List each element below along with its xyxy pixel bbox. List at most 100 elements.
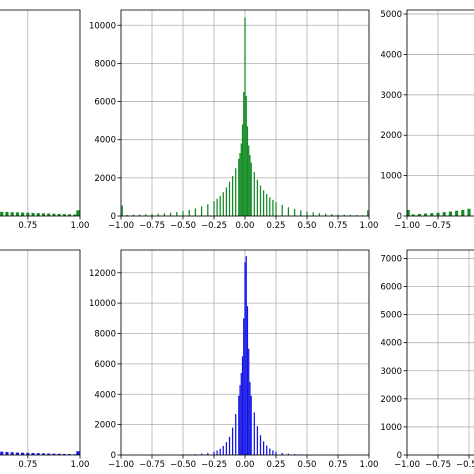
histogram-bar — [163, 213, 166, 216]
histogram-bar — [5, 211, 9, 216]
histogram-bar — [21, 212, 25, 216]
histogram-bar — [15, 452, 19, 455]
histogram-bar — [275, 451, 277, 455]
x-tick-label: 0.75 — [329, 460, 348, 470]
x-tick-label: −1.00 — [108, 221, 134, 231]
histogram-bar — [256, 179, 259, 216]
histogram-bar — [293, 208, 296, 216]
histogram-bar — [213, 451, 215, 455]
x-tick-label: 1.00 — [71, 460, 90, 470]
x-tick-label: 1.00 — [71, 221, 90, 231]
histogram-bar — [245, 95, 247, 216]
y-tick-label: 0 — [111, 451, 116, 461]
x-tick-label: −0.25 — [201, 460, 227, 470]
panel-bottom-left: 0.500.751.00 — [0, 249, 90, 470]
histogram-bar — [62, 453, 66, 455]
y-tick-label: 0 — [397, 451, 402, 461]
histogram-bar — [176, 211, 178, 216]
histogram-bar — [287, 453, 290, 455]
x-tick-label: 0.75 — [18, 221, 37, 231]
x-tick-label: −0.75 — [425, 460, 451, 470]
histogram-bar — [138, 214, 141, 216]
histogram-bar — [231, 427, 234, 455]
histogram-bar — [151, 214, 153, 216]
histogram-bar — [406, 209, 410, 216]
histogram-bar — [219, 195, 221, 216]
histogram-bar — [424, 213, 428, 216]
histogram-bar — [225, 442, 228, 455]
x-tick-label: −0.50 — [170, 460, 196, 470]
histogram-bar — [266, 194, 268, 216]
histogram-bar — [442, 212, 446, 216]
histogram-bar — [244, 17, 246, 217]
panel-top-right: −1.00 −0.75 0 1000 2000 3000 4000 5000 — [380, 9, 474, 231]
histogram-bar — [200, 453, 203, 455]
histogram-bar — [349, 214, 352, 216]
histogram-bar — [455, 210, 459, 216]
histogram-bar — [266, 445, 268, 455]
histogram-bar — [417, 213, 421, 216]
histogram-bar — [200, 206, 203, 216]
histogram-bar — [73, 214, 77, 216]
histogram-bar — [188, 209, 190, 216]
y-tick-label: 10000 — [89, 21, 116, 31]
histogram-bar — [228, 181, 231, 216]
x-tick-label: 0.75 — [18, 460, 37, 470]
histogram-bar — [249, 382, 251, 455]
histogram-bar — [41, 453, 46, 455]
y-tick-label: 2000 — [380, 395, 402, 405]
histogram-bar — [126, 214, 128, 216]
histogram-bar — [281, 204, 283, 216]
histogram-bar — [26, 452, 30, 455]
x-tick-label: −1.00 — [394, 460, 420, 470]
histogram-bar — [355, 215, 358, 216]
histogram-bar — [240, 143, 242, 216]
x-tick-label: −0.50 — [170, 221, 196, 231]
y-tick-label: 3000 — [380, 367, 402, 377]
histogram-bar — [216, 198, 218, 216]
x-tick-label: 0.25 — [267, 221, 286, 231]
axes-frame — [0, 9, 81, 217]
x-tick-label: 1.00 — [360, 221, 379, 231]
axes-frame — [406, 9, 474, 217]
histogram-bar — [367, 210, 369, 216]
histogram-bar — [259, 185, 262, 216]
histogram-bar — [15, 212, 19, 216]
x-tick-label: −0.25 — [201, 221, 227, 231]
x-tick-label: −0.75 — [139, 221, 165, 231]
histogram-bar — [225, 187, 228, 216]
y-tick-label: 3000 — [380, 91, 402, 101]
histogram-bar — [235, 414, 237, 455]
histogram-bar — [10, 212, 14, 216]
x-tick-label: −0.50 — [456, 460, 474, 470]
histogram-bar — [244, 262, 246, 455]
histogram-bar — [5, 451, 9, 455]
histogram-bar — [231, 175, 234, 216]
histogram-bar — [461, 209, 465, 216]
y-tick-label: 6000 — [380, 283, 402, 293]
histogram-bar — [182, 211, 184, 216]
histogram-bar — [47, 213, 51, 216]
x-tick-label: −1.00 — [394, 221, 420, 231]
histogram-bar — [57, 213, 61, 216]
histogram-bar — [262, 190, 265, 216]
histogram-bar — [262, 441, 265, 455]
histogram-bar — [238, 158, 240, 216]
histogram-bar — [245, 256, 247, 455]
histogram-bar — [411, 214, 415, 216]
x-tick-label: −1.00 — [108, 460, 134, 470]
x-tick-label: 0.25 — [267, 460, 286, 470]
histogram-bar — [62, 214, 66, 216]
histogram-bar — [240, 373, 242, 455]
histogram-bar — [31, 212, 35, 216]
y-tick-label: 6000 — [94, 360, 116, 370]
histogram-bar — [239, 153, 241, 216]
x-tick-label: 0.50 — [298, 460, 317, 470]
histogram-bar — [132, 214, 135, 216]
histogram-bar — [337, 214, 339, 216]
y-tick-label: 2000 — [94, 421, 116, 431]
histogram-bar — [324, 213, 327, 216]
histogram-bar — [194, 208, 197, 216]
histogram-bar — [272, 450, 274, 455]
